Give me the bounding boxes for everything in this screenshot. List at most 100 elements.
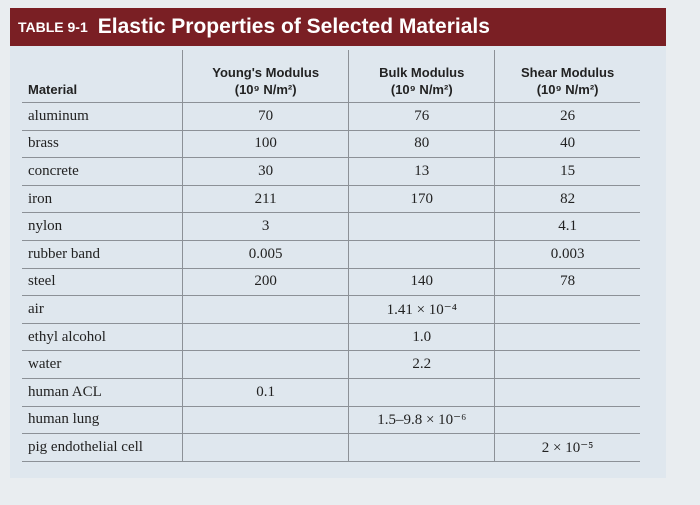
value-cell <box>348 433 495 462</box>
value-cell <box>494 378 640 407</box>
cell-text: 3 <box>261 218 270 235</box>
value-cell: 4.1 <box>494 212 640 241</box>
value-cell: 2.2 <box>348 350 495 379</box>
cell-text: nylon <box>28 218 63 235</box>
value-cell: 211 <box>181 185 349 214</box>
column-unit: (10⁹ N/m²) <box>390 82 453 97</box>
value-cell <box>494 406 640 435</box>
value-cell: 1.5–9.8 × 10⁻⁶ <box>348 406 495 435</box>
cell-text: iron <box>28 190 53 207</box>
material-cell: ethyl alcohol <box>22 323 183 352</box>
value-cell: 82 <box>494 185 640 214</box>
value-cell: 26 <box>494 102 640 131</box>
cell-text: 1.5–9.8 × 10⁻⁶ <box>377 412 467 429</box>
value-cell: 78 <box>494 268 640 297</box>
value-cell: 13 <box>348 157 495 186</box>
value-cell: 2 × 10⁻⁵ <box>494 433 640 462</box>
material-cell: air <box>22 295 183 324</box>
material-cell: human ACL <box>22 378 183 407</box>
cell-text: 2 × 10⁻⁵ <box>541 439 594 456</box>
cell-text: 200 <box>254 273 277 290</box>
column-name: Bulk Modulus <box>379 65 465 80</box>
value-cell: 1.0 <box>348 323 495 352</box>
material-cell: brass <box>22 130 183 159</box>
table-row: aluminum 70 76 26 <box>22 102 640 131</box>
table-row: concrete 30 13 15 <box>22 157 640 186</box>
cell-text: air <box>28 300 44 317</box>
cell-text: 70 <box>258 107 274 124</box>
cell-text: 140 <box>410 273 434 290</box>
value-cell <box>181 350 349 379</box>
value-cell: 70 <box>181 102 349 131</box>
cell-text: brass <box>28 135 59 152</box>
table-row: water 2.2 <box>22 350 640 379</box>
table-label: TABLE 9-1 <box>18 19 88 35</box>
table-row: rubber band 0.005 0.003 <box>22 240 640 269</box>
cell-text: 100 <box>254 135 277 152</box>
cell-text: 82 <box>560 190 576 207</box>
cell-text: concrete <box>28 162 79 179</box>
cell-text: 13 <box>414 162 430 179</box>
table-row: air 1.41 × 10⁻⁴ <box>22 295 640 324</box>
cell-text: 78 <box>560 273 576 290</box>
cell-text: 2.2 <box>412 356 432 373</box>
material-cell: concrete <box>22 157 183 186</box>
value-cell: 0.005 <box>181 240 349 269</box>
column-header: Young's Modulus (10⁹ N/m²) <box>181 50 349 103</box>
table-row: nylon 3 4.1 <box>22 212 640 241</box>
cell-text: 76 <box>414 107 430 124</box>
value-cell: 1.41 × 10⁻⁴ <box>348 295 495 324</box>
column-name: Young's Modulus <box>212 65 320 80</box>
column-header: Bulk Modulus (10⁹ N/m²) <box>348 50 495 103</box>
value-cell: 140 <box>348 268 495 297</box>
table-row: ethyl alcohol 1.0 <box>22 323 640 352</box>
cell-text: human lung <box>28 411 100 428</box>
table-row: human ACL 0.1 <box>22 378 640 407</box>
column-unit: (10⁹ N/m²) <box>536 82 599 97</box>
table: Material Young's Modulus (10⁹ N/m²) Bulk Mo… <box>22 50 640 462</box>
material-cell: aluminum <box>22 102 183 131</box>
column-name: Material <box>28 82 78 97</box>
value-cell <box>348 212 495 241</box>
cell-text: 26 <box>560 107 576 124</box>
table-row: iron 211 170 82 <box>22 185 640 214</box>
table-row: pig endothelial cell 2 × 10⁻⁵ <box>22 433 640 462</box>
cell-text: 1.41 × 10⁻⁴ <box>386 301 457 318</box>
cell-text: 170 <box>410 190 434 207</box>
value-cell: 3 <box>181 212 349 241</box>
column-name: Shear Modulus <box>521 65 615 80</box>
value-cell: 0.1 <box>181 378 349 407</box>
cell-text: human ACL <box>28 383 102 400</box>
material-cell: pig endothelial cell <box>22 433 183 462</box>
value-cell <box>181 295 349 324</box>
cell-text: 0.005 <box>248 245 283 262</box>
cell-text: 4.1 <box>558 218 577 235</box>
cell-text: 80 <box>414 135 430 152</box>
value-cell <box>494 295 640 324</box>
material-cell: human lung <box>22 406 183 435</box>
cell-text: 40 <box>560 135 576 152</box>
value-cell: 80 <box>348 130 495 159</box>
value-cell: 76 <box>348 102 495 131</box>
column-header: Shear Modulus (10⁹ N/m²) <box>494 50 640 103</box>
value-cell <box>348 378 495 407</box>
cell-text: 30 <box>258 162 274 179</box>
cell-text: 0.1 <box>256 383 276 400</box>
cell-text: 211 <box>254 190 277 207</box>
value-cell: 200 <box>181 268 349 297</box>
value-cell: 40 <box>494 130 640 159</box>
table-row: brass 100 80 40 <box>22 130 640 159</box>
value-cell <box>348 240 495 269</box>
material-cell: water <box>22 350 183 379</box>
cell-text: 0.003 <box>550 245 585 262</box>
material-cell: rubber band <box>22 240 183 269</box>
material-cell: nylon <box>22 212 183 241</box>
table-row: human lung 1.5–9.8 × 10⁻⁶ <box>22 406 640 435</box>
column-header: Material <box>22 50 183 103</box>
title-bar: TABLE 9-1 Elastic Properties of Selected… <box>10 8 666 46</box>
value-cell <box>181 433 349 462</box>
cell-text: water <box>28 356 62 373</box>
cell-text: ethyl alcohol <box>28 328 106 345</box>
cell-text: aluminum <box>28 107 89 124</box>
